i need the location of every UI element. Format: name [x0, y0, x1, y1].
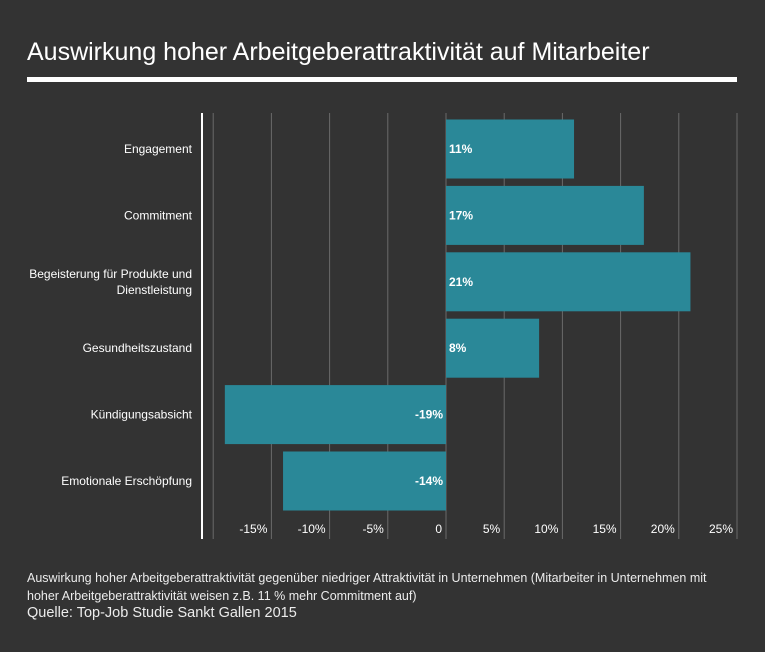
category-label: Commitment [124, 208, 193, 222]
x-tick-label: -15% [239, 522, 267, 536]
bar-value-label: 17% [449, 208, 473, 222]
bar [446, 119, 575, 179]
bar [446, 318, 540, 378]
category-label: Gesundheitszustand [83, 341, 192, 355]
chart-caption: Auswirkung hoher Arbeitgeberattraktivitä… [27, 571, 707, 603]
bar [283, 451, 446, 511]
x-tick-label: 15% [593, 522, 617, 536]
x-tick-label: 25% [709, 522, 733, 536]
category-label: Emotionale Erschöpfung [61, 474, 192, 488]
category-label: Kündigungsabsicht [91, 408, 193, 422]
bar-value-label: -14% [415, 474, 443, 488]
bar-value-label: 8% [449, 341, 467, 355]
category-label: Dienstleistung [117, 283, 192, 297]
bar-value-label: 11% [449, 142, 473, 156]
bar [446, 185, 644, 245]
x-tick-label: 20% [651, 522, 675, 536]
x-tick-label: -10% [298, 522, 326, 536]
bar-value-label: -19% [415, 408, 443, 422]
bar [224, 385, 446, 445]
x-tick-label: 5% [483, 522, 501, 536]
chart-title: Auswirkung hoher Arbeitgeberattraktivitä… [27, 38, 650, 66]
bar-value-label: 21% [449, 275, 473, 289]
bar [446, 252, 691, 312]
title-divider [27, 77, 737, 82]
x-tick-label: 0 [435, 522, 442, 536]
bar-chart: -15% -10% -5% 0 5% 10% 15% 20% 25% 11% Engagement 1… [29, 113, 738, 539]
category-label: Begeisterung für Produkte und [29, 267, 192, 281]
x-tick-label: 10% [534, 522, 558, 536]
x-tick-label: -5% [362, 522, 384, 536]
category-label: Engagement [124, 142, 193, 156]
chart-source: Quelle: Top-Job Studie Sankt Gallen 2015 [27, 605, 297, 621]
